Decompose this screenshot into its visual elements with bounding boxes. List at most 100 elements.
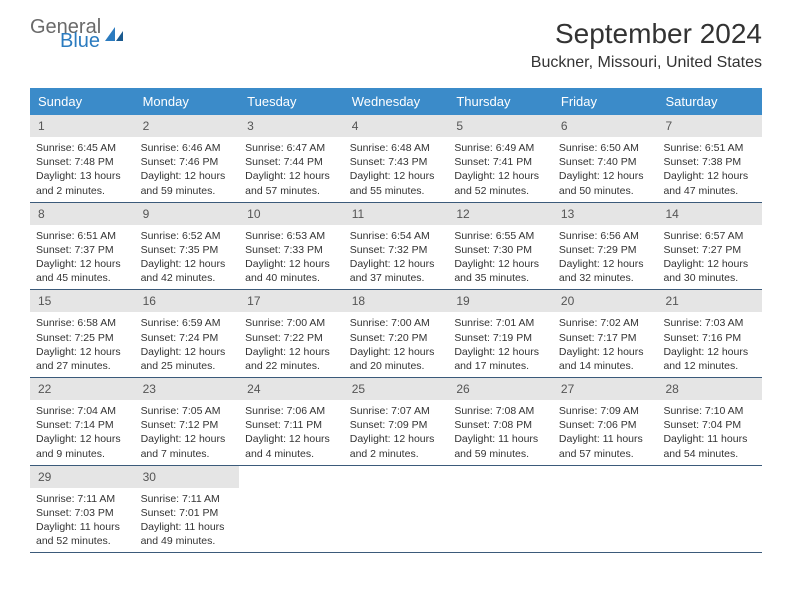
day-number: 5 [448, 115, 553, 137]
day-content: Sunrise: 6:59 AMSunset: 7:24 PMDaylight:… [135, 312, 240, 377]
empty-cell [344, 466, 449, 553]
day-number: 15 [30, 290, 135, 312]
sunrise-text: Sunrise: 6:57 AM [663, 229, 756, 243]
day-number: 25 [344, 378, 449, 400]
sunrise-text: Sunrise: 6:51 AM [663, 141, 756, 155]
daylight-text: Daylight: 11 hours and 49 minutes. [141, 520, 234, 548]
daylight-text: Daylight: 12 hours and 59 minutes. [141, 169, 234, 197]
day-content: Sunrise: 6:45 AMSunset: 7:48 PMDaylight:… [30, 137, 135, 202]
daylight-text: Daylight: 12 hours and 40 minutes. [245, 257, 338, 285]
day-cell-19: 19Sunrise: 7:01 AMSunset: 7:19 PMDayligh… [448, 290, 553, 377]
day-content: Sunrise: 6:53 AMSunset: 7:33 PMDaylight:… [239, 225, 344, 290]
sunset-text: Sunset: 7:16 PM [663, 331, 756, 345]
sunset-text: Sunset: 7:43 PM [350, 155, 443, 169]
sunset-text: Sunset: 7:27 PM [663, 243, 756, 257]
day-cell-2: 2Sunrise: 6:46 AMSunset: 7:46 PMDaylight… [135, 115, 240, 202]
day-number: 4 [344, 115, 449, 137]
daylight-text: Daylight: 11 hours and 54 minutes. [663, 432, 756, 460]
day-cell-9: 9Sunrise: 6:52 AMSunset: 7:35 PMDaylight… [135, 203, 240, 290]
day-cell-16: 16Sunrise: 6:59 AMSunset: 7:24 PMDayligh… [135, 290, 240, 377]
day-number: 7 [657, 115, 762, 137]
day-number: 10 [239, 203, 344, 225]
empty-cell [657, 466, 762, 553]
sunset-text: Sunset: 7:19 PM [454, 331, 547, 345]
calendar: SundayMondayTuesdayWednesdayThursdayFrid… [30, 88, 762, 553]
empty-cell [553, 466, 658, 553]
sunrise-text: Sunrise: 6:45 AM [36, 141, 129, 155]
day-number: 24 [239, 378, 344, 400]
day-number: 1 [30, 115, 135, 137]
sunset-text: Sunset: 7:17 PM [559, 331, 652, 345]
day-cell-28: 28Sunrise: 7:10 AMSunset: 7:04 PMDayligh… [657, 378, 762, 465]
day-content: Sunrise: 6:56 AMSunset: 7:29 PMDaylight:… [553, 225, 658, 290]
sunset-text: Sunset: 7:32 PM [350, 243, 443, 257]
day-content: Sunrise: 7:07 AMSunset: 7:09 PMDaylight:… [344, 400, 449, 465]
day-content: Sunrise: 6:47 AMSunset: 7:44 PMDaylight:… [239, 137, 344, 202]
day-cell-25: 25Sunrise: 7:07 AMSunset: 7:09 PMDayligh… [344, 378, 449, 465]
daylight-text: Daylight: 12 hours and 37 minutes. [350, 257, 443, 285]
day-header-tuesday: Tuesday [239, 88, 344, 115]
day-content: Sunrise: 6:51 AMSunset: 7:37 PMDaylight:… [30, 225, 135, 290]
sunset-text: Sunset: 7:48 PM [36, 155, 129, 169]
day-cell-8: 8Sunrise: 6:51 AMSunset: 7:37 PMDaylight… [30, 203, 135, 290]
day-content: Sunrise: 7:11 AMSunset: 7:01 PMDaylight:… [135, 488, 240, 553]
day-number: 22 [30, 378, 135, 400]
day-header-row: SundayMondayTuesdayWednesdayThursdayFrid… [30, 88, 762, 115]
sunrise-text: Sunrise: 6:52 AM [141, 229, 234, 243]
sunset-text: Sunset: 7:12 PM [141, 418, 234, 432]
daylight-text: Daylight: 12 hours and 35 minutes. [454, 257, 547, 285]
header: General Blue September 2024 Buckner, Mis… [0, 0, 792, 80]
day-content: Sunrise: 7:08 AMSunset: 7:08 PMDaylight:… [448, 400, 553, 465]
day-number: 8 [30, 203, 135, 225]
day-content: Sunrise: 6:48 AMSunset: 7:43 PMDaylight:… [344, 137, 449, 202]
daylight-text: Daylight: 11 hours and 59 minutes. [454, 432, 547, 460]
daylight-text: Daylight: 12 hours and 42 minutes. [141, 257, 234, 285]
day-content: Sunrise: 7:06 AMSunset: 7:11 PMDaylight:… [239, 400, 344, 465]
day-number: 28 [657, 378, 762, 400]
daylight-text: Daylight: 12 hours and 45 minutes. [36, 257, 129, 285]
day-content: Sunrise: 6:57 AMSunset: 7:27 PMDaylight:… [657, 225, 762, 290]
day-number: 2 [135, 115, 240, 137]
daylight-text: Daylight: 11 hours and 52 minutes. [36, 520, 129, 548]
week-row: 1Sunrise: 6:45 AMSunset: 7:48 PMDaylight… [30, 115, 762, 203]
day-number: 3 [239, 115, 344, 137]
sunrise-text: Sunrise: 6:59 AM [141, 316, 234, 330]
day-header-friday: Friday [553, 88, 658, 115]
sunrise-text: Sunrise: 7:01 AM [454, 316, 547, 330]
day-number: 11 [344, 203, 449, 225]
daylight-text: Daylight: 12 hours and 50 minutes. [559, 169, 652, 197]
day-content: Sunrise: 7:04 AMSunset: 7:14 PMDaylight:… [30, 400, 135, 465]
month-title: September 2024 [531, 18, 762, 50]
sunset-text: Sunset: 7:22 PM [245, 331, 338, 345]
logo: General Blue [30, 18, 127, 50]
day-content: Sunrise: 6:49 AMSunset: 7:41 PMDaylight:… [448, 137, 553, 202]
logo-sail-icon [105, 25, 127, 48]
day-content: Sunrise: 7:11 AMSunset: 7:03 PMDaylight:… [30, 488, 135, 553]
sunset-text: Sunset: 7:44 PM [245, 155, 338, 169]
day-content: Sunrise: 7:03 AMSunset: 7:16 PMDaylight:… [657, 312, 762, 377]
week-row: 29Sunrise: 7:11 AMSunset: 7:03 PMDayligh… [30, 466, 762, 554]
location: Buckner, Missouri, United States [531, 54, 762, 72]
daylight-text: Daylight: 12 hours and 55 minutes. [350, 169, 443, 197]
day-number: 16 [135, 290, 240, 312]
day-content: Sunrise: 7:02 AMSunset: 7:17 PMDaylight:… [553, 312, 658, 377]
day-number: 26 [448, 378, 553, 400]
sunrise-text: Sunrise: 7:11 AM [36, 492, 129, 506]
sunrise-text: Sunrise: 6:58 AM [36, 316, 129, 330]
day-content: Sunrise: 7:00 AMSunset: 7:22 PMDaylight:… [239, 312, 344, 377]
sunrise-text: Sunrise: 7:05 AM [141, 404, 234, 418]
day-content: Sunrise: 6:46 AMSunset: 7:46 PMDaylight:… [135, 137, 240, 202]
sunset-text: Sunset: 7:20 PM [350, 331, 443, 345]
daylight-text: Daylight: 12 hours and 27 minutes. [36, 345, 129, 373]
day-content: Sunrise: 7:00 AMSunset: 7:20 PMDaylight:… [344, 312, 449, 377]
daylight-text: Daylight: 11 hours and 57 minutes. [559, 432, 652, 460]
day-cell-5: 5Sunrise: 6:49 AMSunset: 7:41 PMDaylight… [448, 115, 553, 202]
day-cell-15: 15 Sunrise: 6:58 AMSunset: 7:25 PMDayligh… [30, 290, 135, 377]
sunset-text: Sunset: 7:25 PM [36, 331, 129, 345]
day-cell-13: 13Sunrise: 6:56 AMSunset: 7:29 PMDayligh… [553, 203, 658, 290]
daylight-text: Daylight: 12 hours and 4 minutes. [245, 432, 338, 460]
day-content: Sunrise: 6:54 AMSunset: 7:32 PMDaylight:… [344, 225, 449, 290]
daylight-text: Daylight: 12 hours and 25 minutes. [141, 345, 234, 373]
title-block: September 2024 Buckner, Missouri, United… [531, 18, 762, 72]
day-number: 20 [553, 290, 658, 312]
